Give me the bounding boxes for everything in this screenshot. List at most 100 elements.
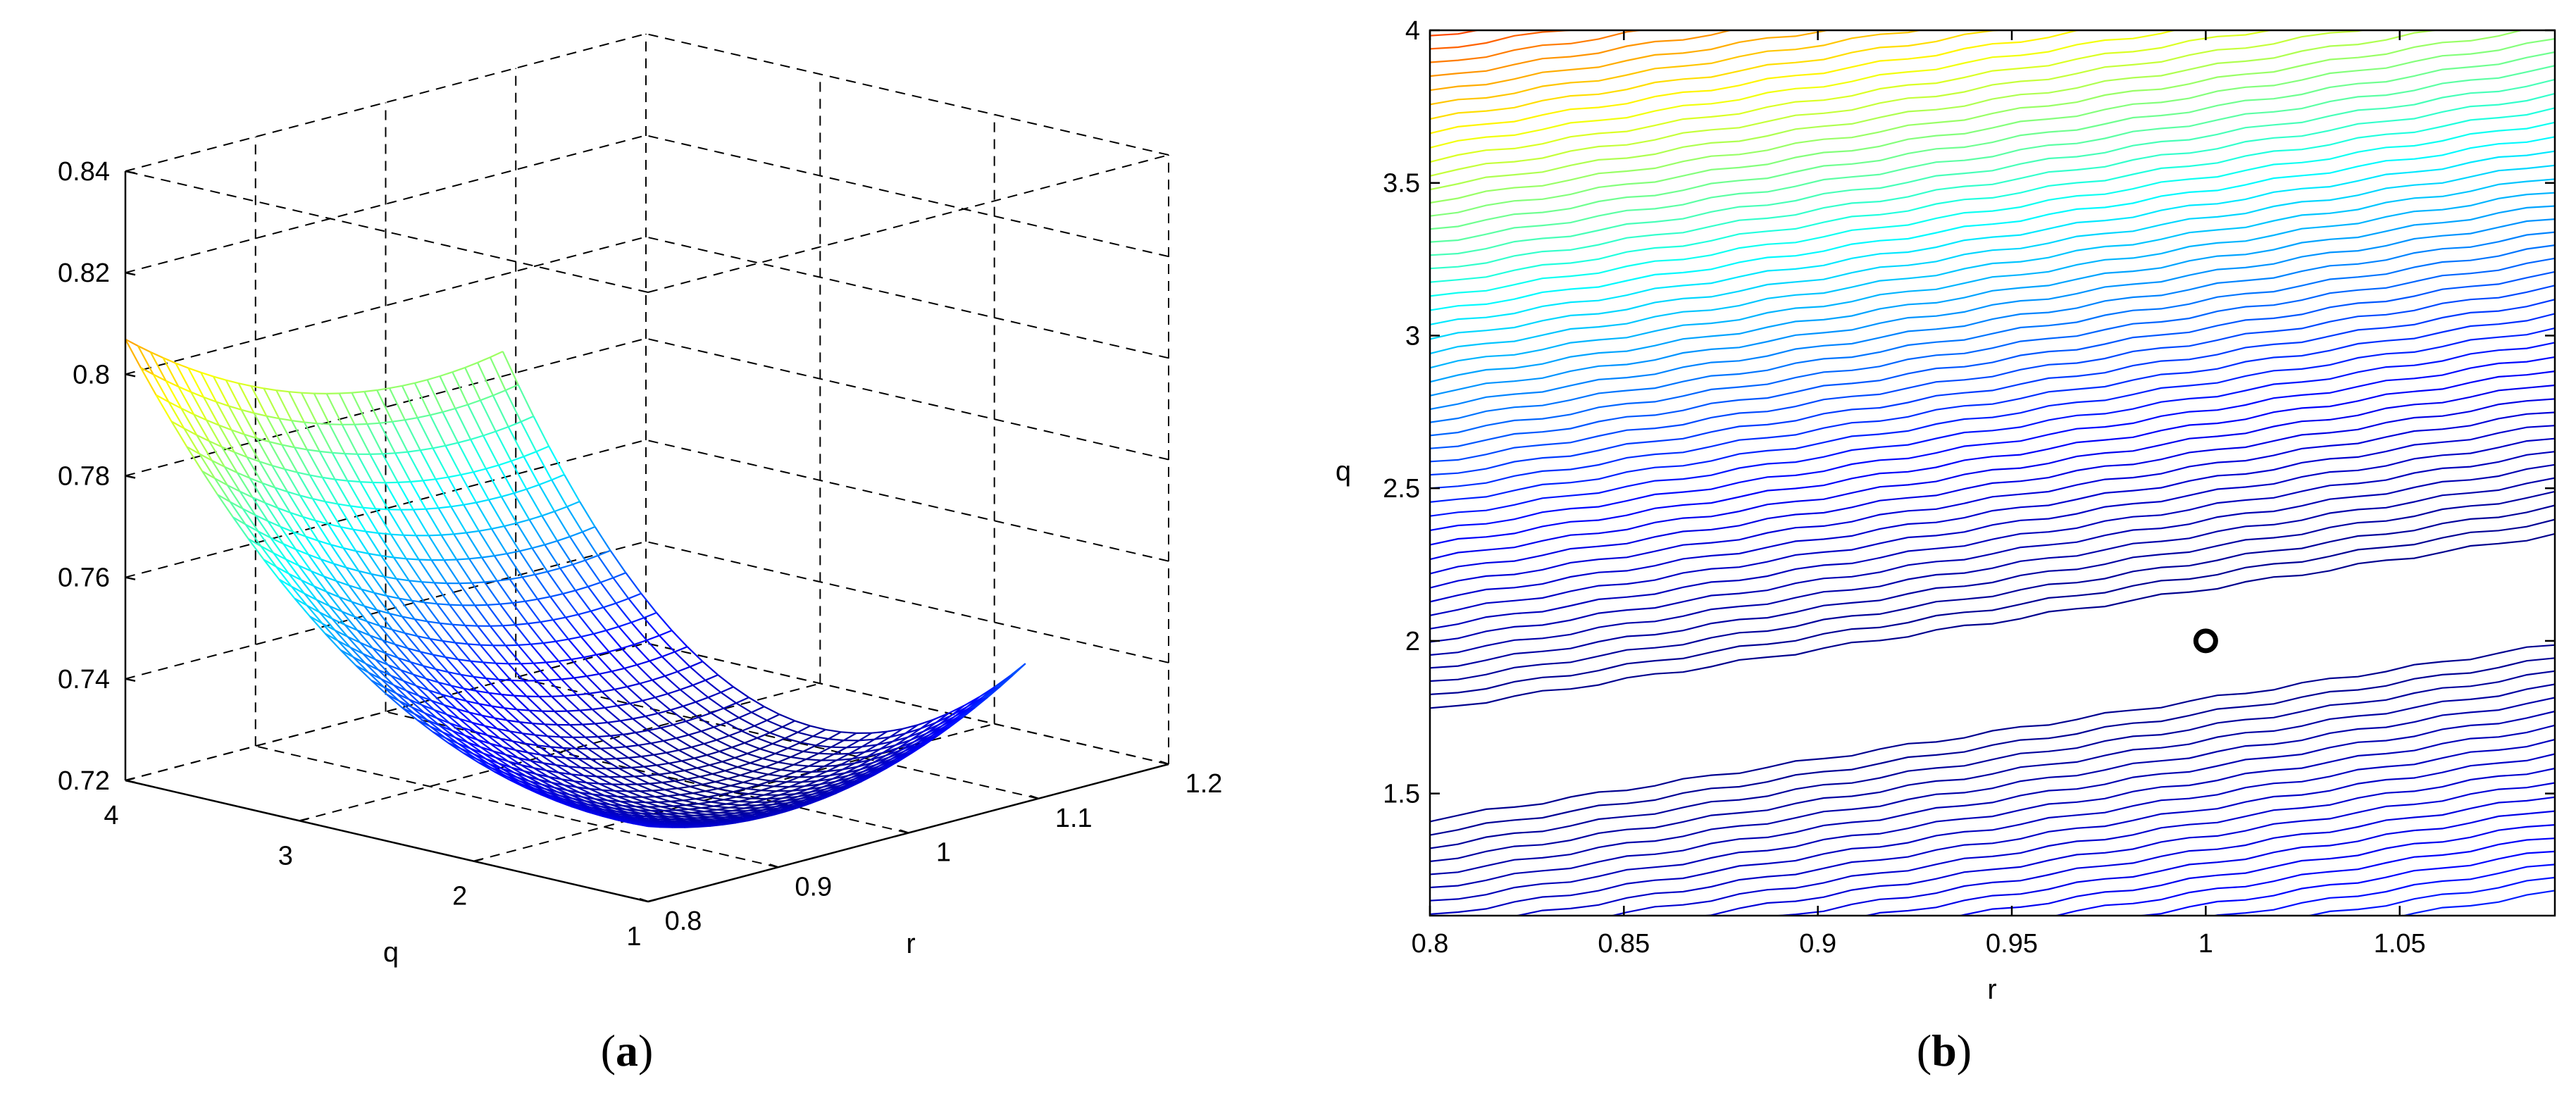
mesh-line	[396, 692, 413, 708]
mesh-line	[657, 709, 671, 714]
mesh-line	[295, 549, 312, 572]
mesh-line	[308, 554, 322, 561]
mesh-line	[495, 425, 509, 432]
mesh-line	[666, 752, 683, 762]
mesh-line	[387, 664, 404, 682]
mesh-line	[232, 516, 249, 540]
mesh-line	[463, 504, 480, 532]
mesh-line	[390, 534, 407, 559]
mesh-line	[788, 742, 801, 749]
mesh-line	[664, 671, 678, 677]
mesh-line	[632, 718, 649, 731]
mesh-line	[649, 820, 665, 824]
mesh-line	[218, 424, 232, 431]
mesh-line	[1009, 663, 1026, 677]
mesh-line	[695, 697, 709, 703]
mesh-line	[552, 619, 569, 640]
mesh-line	[643, 766, 660, 775]
contour-line	[1430, 231, 2555, 411]
mesh-line	[483, 435, 499, 466]
mesh-line	[505, 754, 522, 766]
mesh-line	[498, 762, 515, 773]
mesh-line	[633, 639, 647, 646]
mesh-line	[510, 461, 528, 490]
mesh-line	[314, 520, 332, 545]
contour-line	[1430, 150, 2555, 325]
mesh-line	[726, 803, 742, 806]
mesh-line	[499, 604, 516, 625]
mesh-line	[616, 810, 632, 816]
mesh-line	[607, 799, 623, 807]
mesh-line	[255, 514, 268, 522]
mesh-line	[335, 580, 353, 603]
mesh-line	[897, 741, 914, 749]
mesh-line	[815, 791, 832, 797]
mesh-line	[228, 405, 245, 435]
mesh-line	[454, 404, 468, 410]
mesh-line	[881, 759, 897, 768]
mesh-line	[278, 418, 296, 448]
mesh-line	[902, 724, 919, 730]
mesh-line	[262, 482, 275, 489]
mesh-line	[421, 704, 438, 719]
mesh-line	[659, 818, 675, 823]
mesh-line	[689, 666, 707, 681]
mesh-line	[544, 723, 561, 738]
mesh-line	[275, 390, 293, 421]
mesh-line	[836, 758, 852, 761]
mesh-line	[446, 713, 463, 728]
mesh-line	[887, 728, 903, 733]
mesh-line	[216, 401, 230, 407]
mesh-line	[400, 669, 417, 687]
mesh-line	[556, 535, 571, 542]
mesh-line	[480, 644, 497, 664]
mesh-line	[273, 552, 287, 561]
mesh-line	[510, 680, 528, 697]
mesh-line	[341, 611, 359, 631]
mesh-line	[404, 632, 421, 653]
mesh-line	[852, 755, 868, 760]
mesh-line	[694, 814, 710, 818]
mesh-line	[400, 669, 414, 675]
mesh-line	[180, 407, 194, 416]
mesh-line	[516, 709, 533, 724]
mesh-line	[411, 706, 428, 721]
mesh-line	[603, 809, 619, 815]
mesh-line	[511, 679, 524, 682]
mesh-line	[778, 756, 791, 764]
mesh-line	[446, 713, 460, 720]
mesh-line	[635, 732, 652, 744]
mesh-line	[861, 738, 876, 748]
mesh-line	[639, 821, 656, 825]
contour-line	[1430, 285, 2555, 463]
mesh-line	[714, 805, 730, 809]
y-tick-label: 0.9	[795, 872, 832, 902]
mesh-line	[550, 746, 564, 749]
mesh-line	[389, 613, 403, 618]
mesh-line	[581, 531, 599, 556]
mesh-line	[601, 691, 618, 706]
y-tick-label: 2.5	[1383, 474, 1420, 504]
mesh-line	[498, 460, 512, 466]
mesh-line	[568, 636, 582, 640]
mesh-line	[938, 716, 955, 725]
mesh-line	[871, 730, 888, 734]
mesh-line	[186, 446, 200, 455]
mesh-line	[183, 428, 197, 436]
mesh-line	[782, 726, 798, 733]
mesh-line	[554, 506, 568, 513]
mesh-line	[782, 720, 795, 728]
tick-mark	[1029, 794, 1039, 799]
mesh-line	[459, 582, 476, 606]
mesh-line	[825, 784, 842, 790]
mesh-line	[316, 423, 330, 425]
mesh-line	[636, 818, 653, 823]
mesh-line	[361, 589, 378, 611]
mesh-line	[494, 662, 512, 681]
mesh-line	[156, 394, 170, 403]
mesh-line	[659, 771, 672, 775]
mesh-line	[650, 740, 664, 744]
mesh-line	[414, 713, 431, 728]
mesh-line	[757, 732, 771, 739]
mesh-line	[813, 735, 829, 740]
